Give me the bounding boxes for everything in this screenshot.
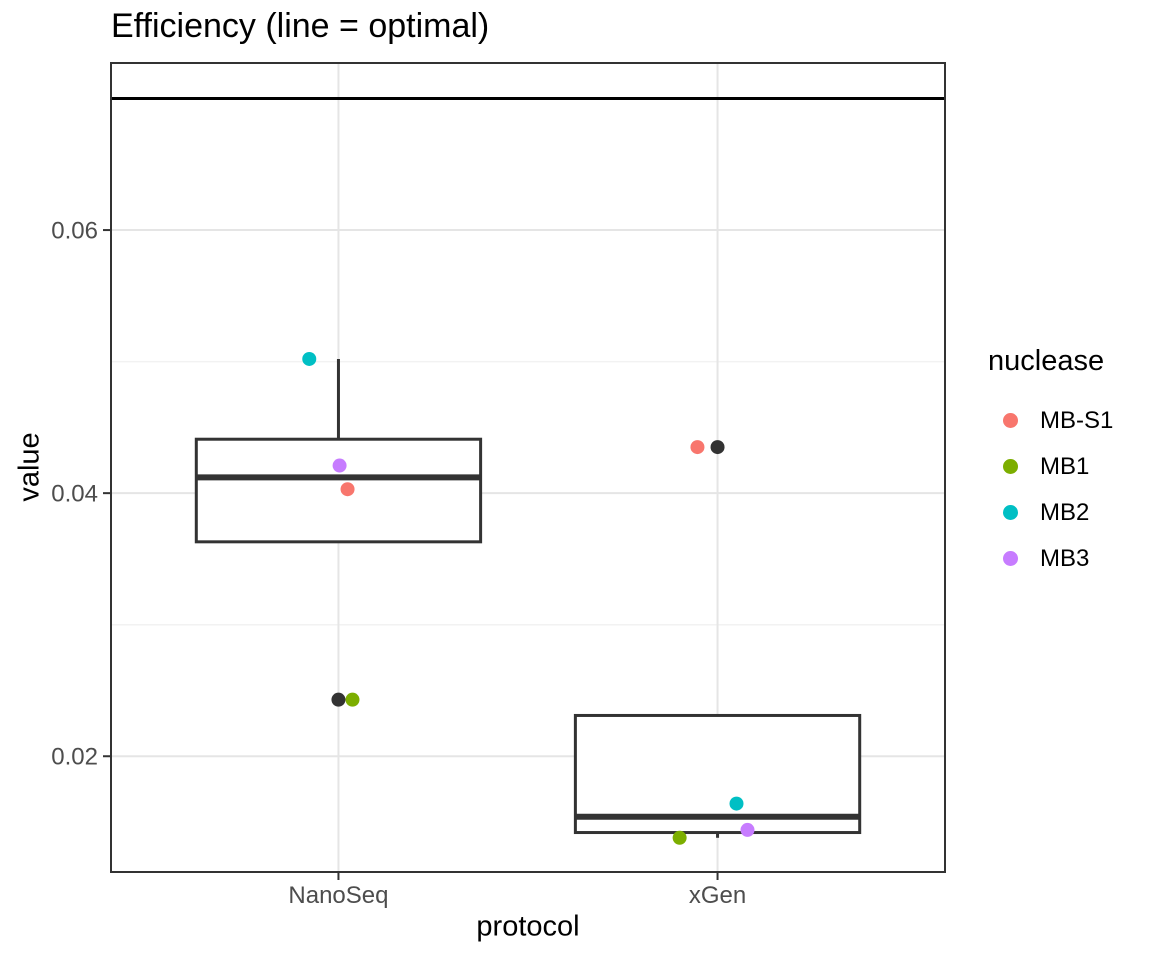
legend-entry-label: MB2 [1040, 498, 1090, 526]
y-tick-label: 0.06 [51, 217, 98, 244]
point-MB1 [345, 692, 360, 707]
point-MB2 [729, 796, 744, 811]
legend-entry-label: MB1 [1040, 452, 1090, 480]
point-MB3 [740, 822, 755, 837]
y-axis-title: value [13, 432, 46, 502]
point-MB3 [332, 458, 347, 473]
legend-entry-label: MB3 [1040, 544, 1090, 572]
y-tick-label: 0.02 [51, 744, 98, 771]
legend-title: nuclease [988, 345, 1105, 377]
box-nanoseq [194, 437, 483, 544]
legend-key-dot [1003, 505, 1018, 521]
legend-entries: MB-S1 MB1 MB2 MB3 [988, 398, 1152, 582]
legend-entry-MB2: MB2 [988, 490, 1152, 536]
point-MB1 [672, 830, 687, 845]
point-MB-S1 [690, 440, 705, 455]
point-MB2 [302, 351, 317, 366]
legend-entry-MB-S1: MB-S1 [988, 398, 1152, 444]
legend-key-dot [1003, 459, 1018, 475]
box-xgen [573, 713, 862, 835]
outlier-point [331, 692, 346, 707]
legend-entry-label: MB-S1 [1040, 406, 1114, 434]
legend-entry-MB1: MB1 [988, 444, 1152, 490]
legend-key-dot [1003, 551, 1018, 567]
y-tick-label: 0.04 [51, 481, 98, 508]
outlier-point [710, 440, 725, 455]
legend: nuclease MB-S1 MB1 MB2 MB3 [988, 344, 1152, 582]
point-MB-S1 [340, 482, 355, 497]
x-tick-label: xGen [689, 882, 746, 909]
x-tick-label: NanoSeq [288, 882, 388, 909]
legend-entry-MB3: MB3 [988, 536, 1152, 582]
panel-border [110, 62, 946, 873]
x-axis-title: protocol [476, 910, 580, 943]
legend-key-dot [1003, 413, 1018, 429]
plot-title: Efficiency (line = optimal) [111, 7, 490, 45]
